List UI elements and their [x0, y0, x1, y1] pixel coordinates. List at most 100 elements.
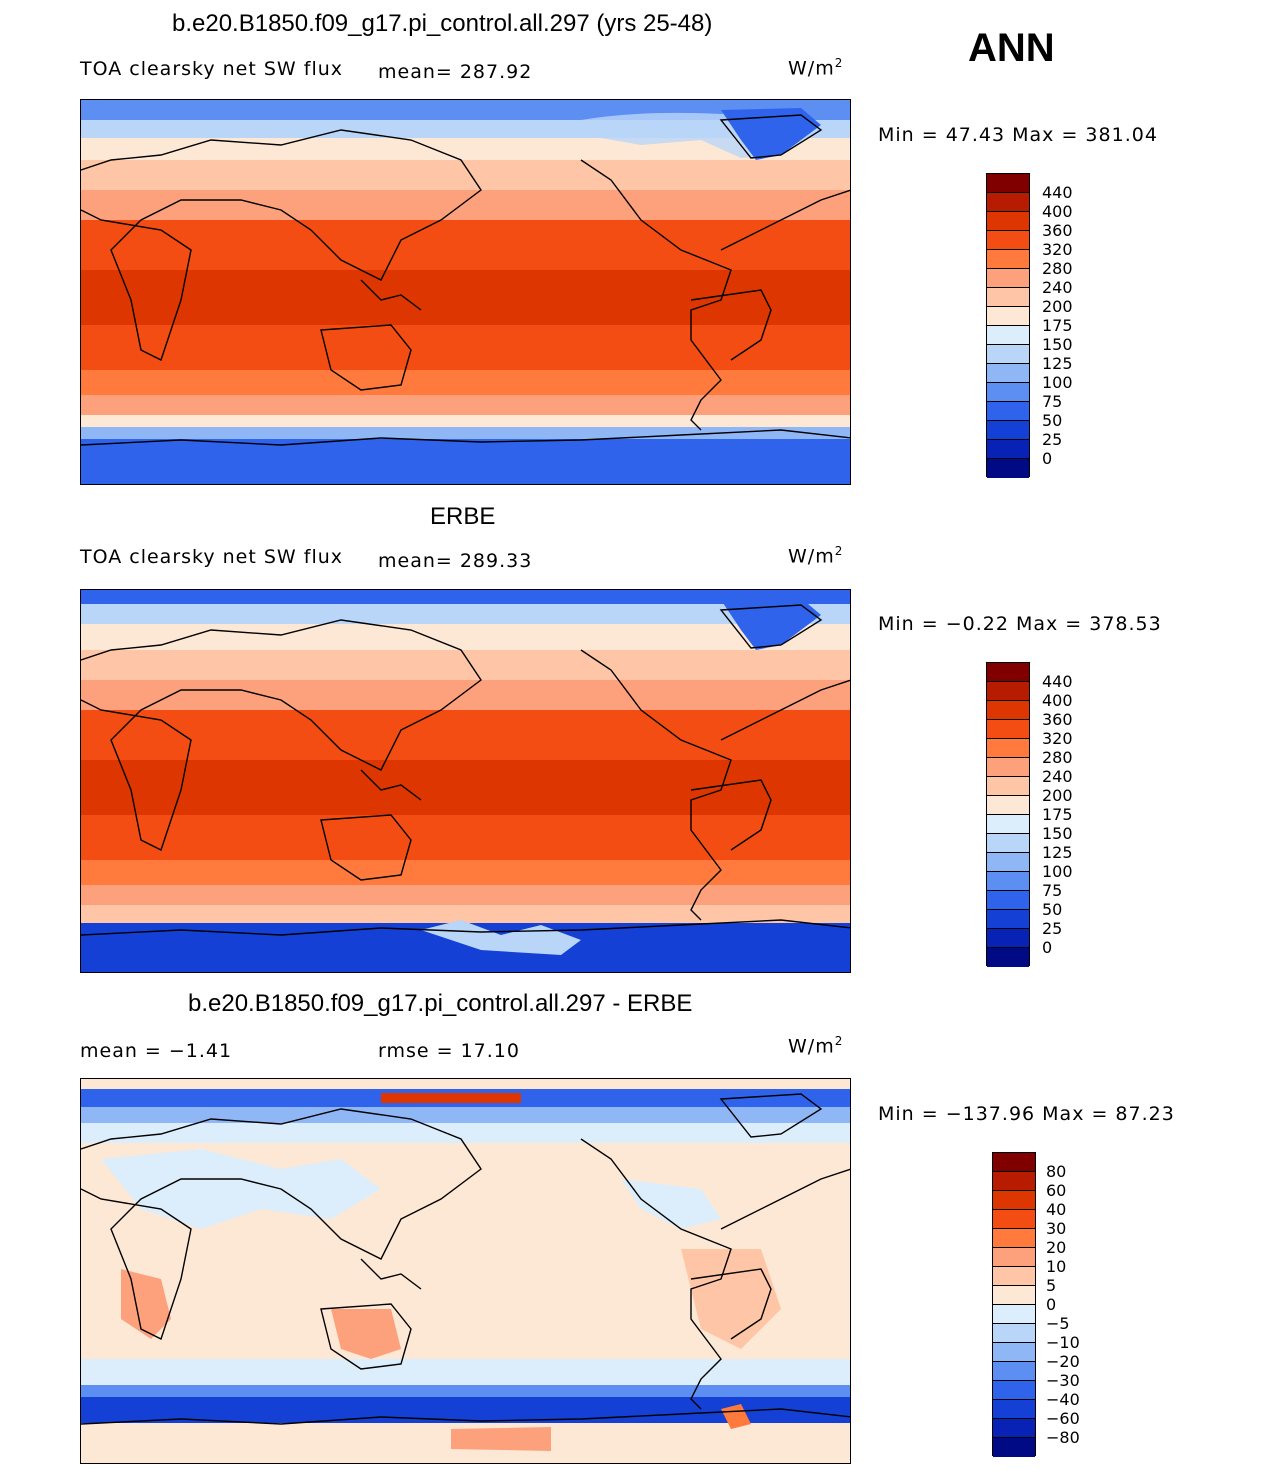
colorbar-cell — [987, 872, 1029, 891]
colorbar-tick-label: 0 — [1042, 938, 1053, 957]
colorbar-cell — [987, 834, 1029, 853]
colorbar-tick-label: 320 — [1042, 240, 1073, 259]
colorbar-cell — [987, 891, 1029, 910]
colorbar-cell — [993, 1419, 1035, 1438]
colorbar-cell — [993, 1267, 1035, 1286]
colorbar-tick-label: −40 — [1046, 1390, 1080, 1409]
colorbar-tick-label: 75 — [1042, 392, 1063, 411]
colorbar-tick-label: 30 — [1046, 1219, 1067, 1238]
colorbar-tick-label: 280 — [1042, 259, 1073, 278]
colorbar-tick-label: 100 — [1042, 373, 1073, 392]
colorbar-tick-label: 175 — [1042, 316, 1073, 335]
colorbar-cell — [987, 682, 1029, 701]
colorbar-cell — [993, 1305, 1035, 1324]
colorbar-tick-label: 125 — [1042, 354, 1073, 373]
colorbar-tick-label: 175 — [1042, 805, 1073, 824]
panel1-map — [80, 99, 851, 485]
panel3-map-svg — [81, 1079, 850, 1463]
colorbar-tick-label: 100 — [1042, 862, 1073, 881]
colorbar-tick-label: −10 — [1046, 1333, 1080, 1352]
colorbar-tick-label: 20 — [1046, 1238, 1067, 1257]
colorbar-tick-label: 10 — [1046, 1257, 1067, 1276]
colorbar-tick-label: −80 — [1046, 1428, 1080, 1447]
colorbar-cell — [987, 910, 1029, 929]
colorbar-cell — [987, 720, 1029, 739]
colorbar-cell — [993, 1438, 1035, 1457]
colorbar-tick-label: 75 — [1042, 881, 1063, 900]
colorbar-cell — [987, 364, 1029, 383]
panel3-map — [80, 1078, 851, 1464]
panel3-minmax: Min = −137.96 Max = 87.23 — [878, 1103, 1175, 1125]
colorbar-cell — [987, 402, 1029, 421]
colorbar-tick-label: 5 — [1046, 1276, 1057, 1295]
colorbar-tick-label: 60 — [1046, 1181, 1067, 1200]
colorbar-tick-label: 200 — [1042, 786, 1073, 805]
colorbar-cell — [987, 459, 1029, 478]
colorbar-cell — [987, 212, 1029, 231]
colorbar-tick-label: 440 — [1042, 672, 1073, 691]
colorbar-cell — [987, 383, 1029, 402]
colorbar-tick-label: 240 — [1042, 278, 1073, 297]
colorbar-tick-label: 360 — [1042, 710, 1073, 729]
colorbar-cell — [987, 853, 1029, 872]
colorbar-cell — [993, 1324, 1035, 1343]
colorbar-tick-label: 320 — [1042, 729, 1073, 748]
panel1-map-svg — [81, 100, 850, 484]
colorbar-cell — [987, 345, 1029, 364]
colorbar-tick-label: 80 — [1046, 1162, 1067, 1181]
colorbar-cell — [993, 1172, 1035, 1191]
colorbar-cell — [993, 1191, 1035, 1210]
colorbar-cell — [987, 269, 1029, 288]
colorbar-tick-label: 150 — [1042, 335, 1073, 354]
colorbar-tick-label: 0 — [1046, 1295, 1057, 1314]
colorbar-cell — [993, 1286, 1035, 1305]
colorbar-tick-label: 25 — [1042, 919, 1063, 938]
panel1-variable: TOA clearsky net SW flux — [80, 58, 344, 80]
colorbar-cell — [987, 815, 1029, 834]
colorbar-cell — [987, 307, 1029, 326]
panel2-units: W/m2 — [788, 544, 844, 568]
colorbar-tick-label: 0 — [1042, 449, 1053, 468]
colorbar-cell — [993, 1400, 1035, 1419]
colorbar-cell — [993, 1153, 1035, 1172]
colorbar-tick-label: 50 — [1042, 411, 1063, 430]
colorbar-tick-label: 50 — [1042, 900, 1063, 919]
colorbar-tick-label: 40 — [1046, 1200, 1067, 1219]
colorbar-tick-label: −30 — [1046, 1371, 1080, 1390]
panel1-mean: mean= 287.92 — [378, 61, 533, 83]
panel2-map-svg — [81, 590, 850, 972]
colorbar-tick-label: 240 — [1042, 767, 1073, 786]
colorbar-tick-label: 280 — [1042, 748, 1073, 767]
panel3-colorbar — [992, 1152, 1036, 1457]
colorbar-tick-label: 150 — [1042, 824, 1073, 843]
panel2-map — [80, 589, 851, 973]
colorbar-cell — [993, 1210, 1035, 1229]
colorbar-cell — [987, 440, 1029, 459]
season-label: ANN — [968, 26, 1055, 70]
panel1-minmax: Min = 47.43 Max = 381.04 — [878, 124, 1158, 146]
colorbar-tick-label: −20 — [1046, 1352, 1080, 1371]
colorbar-tick-label: 200 — [1042, 297, 1073, 316]
panel2-colorbar — [986, 662, 1030, 967]
colorbar-cell — [987, 739, 1029, 758]
colorbar-cell — [987, 663, 1029, 682]
colorbar-cell — [987, 193, 1029, 212]
panel2-mean: mean= 289.33 — [378, 550, 533, 572]
colorbar-cell — [987, 231, 1029, 250]
panel2-variable: TOA clearsky net SW flux — [80, 546, 344, 568]
colorbar-cell — [987, 250, 1029, 269]
colorbar-tick-label: 125 — [1042, 843, 1073, 862]
colorbar-cell — [987, 796, 1029, 815]
panel1-colorbar — [986, 173, 1030, 478]
colorbar-cell — [987, 758, 1029, 777]
panel3-title: b.e20.B1850.f09_g17.pi_control.all.297 -… — [188, 990, 693, 1017]
colorbar-cell — [987, 777, 1029, 796]
panel3-units: W/m2 — [788, 1034, 844, 1058]
colorbar-cell — [987, 174, 1029, 193]
colorbar-tick-label: 400 — [1042, 202, 1073, 221]
colorbar-tick-label: −60 — [1046, 1409, 1080, 1428]
colorbar-tick-label: 400 — [1042, 691, 1073, 710]
colorbar-cell — [987, 929, 1029, 948]
panel3-rmse: rmse = 17.10 — [378, 1040, 520, 1062]
colorbar-tick-label: 440 — [1042, 183, 1073, 202]
